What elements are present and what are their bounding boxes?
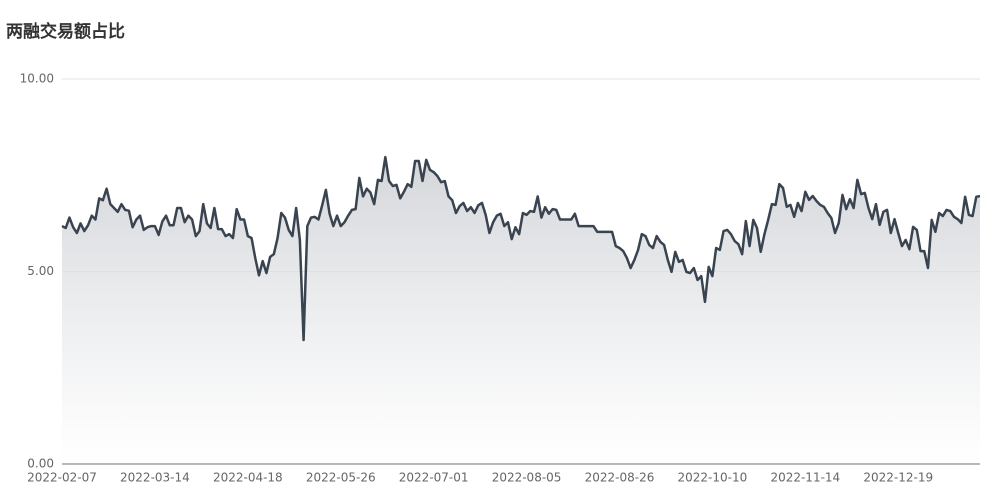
x-tick-label: 2022-12-19: [863, 471, 933, 485]
area: [62, 157, 980, 464]
x-tick-label: 2022-02-07: [27, 471, 97, 485]
chart-title: 两融交易额占比: [6, 21, 125, 42]
x-tick-label: 2022-04-18: [213, 471, 283, 485]
x-tick-label: 2022-08-05: [492, 471, 562, 485]
y-tick-label: 10.00: [20, 72, 54, 86]
y-tick-label: 0.00: [27, 457, 54, 471]
x-tick-label: 2022-07-01: [399, 471, 469, 485]
y-tick-label: 5.00: [27, 264, 54, 278]
line: [61, 155, 981, 342]
x-tick-label: 2022-11-14: [770, 471, 840, 485]
x-tick-label: 2022-05-26: [306, 471, 376, 485]
x-tick-label: 2022-10-10: [678, 471, 748, 485]
x-tick-label: 2022-08-26: [585, 471, 655, 485]
x-tick-label: 2022-03-14: [120, 471, 190, 485]
